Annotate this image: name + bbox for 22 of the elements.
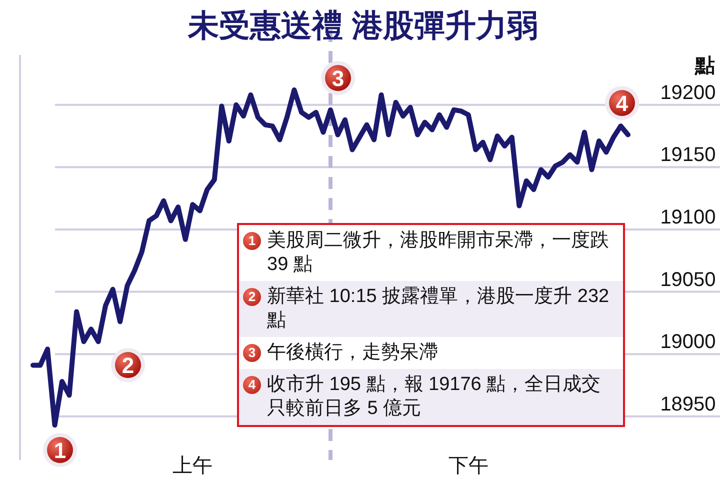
annotation: 美股周二微升，港股昨開市呆滯，一度跌 39 點 — [267, 229, 610, 277]
annotation: 午後橫行，走勢呆滯 — [267, 341, 438, 365]
annotation: 3 — [332, 66, 344, 91]
annotation: 2 — [122, 353, 134, 378]
text: 1 — [248, 233, 256, 248]
annotation: 新華社 10:15 披露禮單，港股一度升 232 點 — [267, 285, 610, 333]
y-tick-label: 19150 — [660, 144, 716, 166]
y-tick-label: 19050 — [660, 268, 716, 291]
annotation: 4 — [616, 91, 629, 116]
y-tick-label: 18950 — [660, 393, 716, 416]
x-tick-label: 下午 — [448, 455, 488, 477]
y-axis-title: 點 — [694, 55, 715, 77]
x-tick-label: 上午 — [172, 455, 213, 477]
text: 2 — [248, 289, 256, 304]
y-tick-label: 19200 — [660, 82, 716, 104]
annotation: 收市升 195 點，報 19176 點，全日成交只較前日多 5 億元 — [267, 373, 602, 421]
text: 4 — [248, 377, 256, 392]
y-tick-label: 19100 — [660, 206, 716, 228]
annotation: 1 — [54, 438, 66, 463]
text: 3 — [248, 345, 256, 360]
y-tick-label: 19000 — [660, 331, 716, 354]
chart-title: 未受惠送禮 港股彈升力弱 — [187, 8, 538, 43]
